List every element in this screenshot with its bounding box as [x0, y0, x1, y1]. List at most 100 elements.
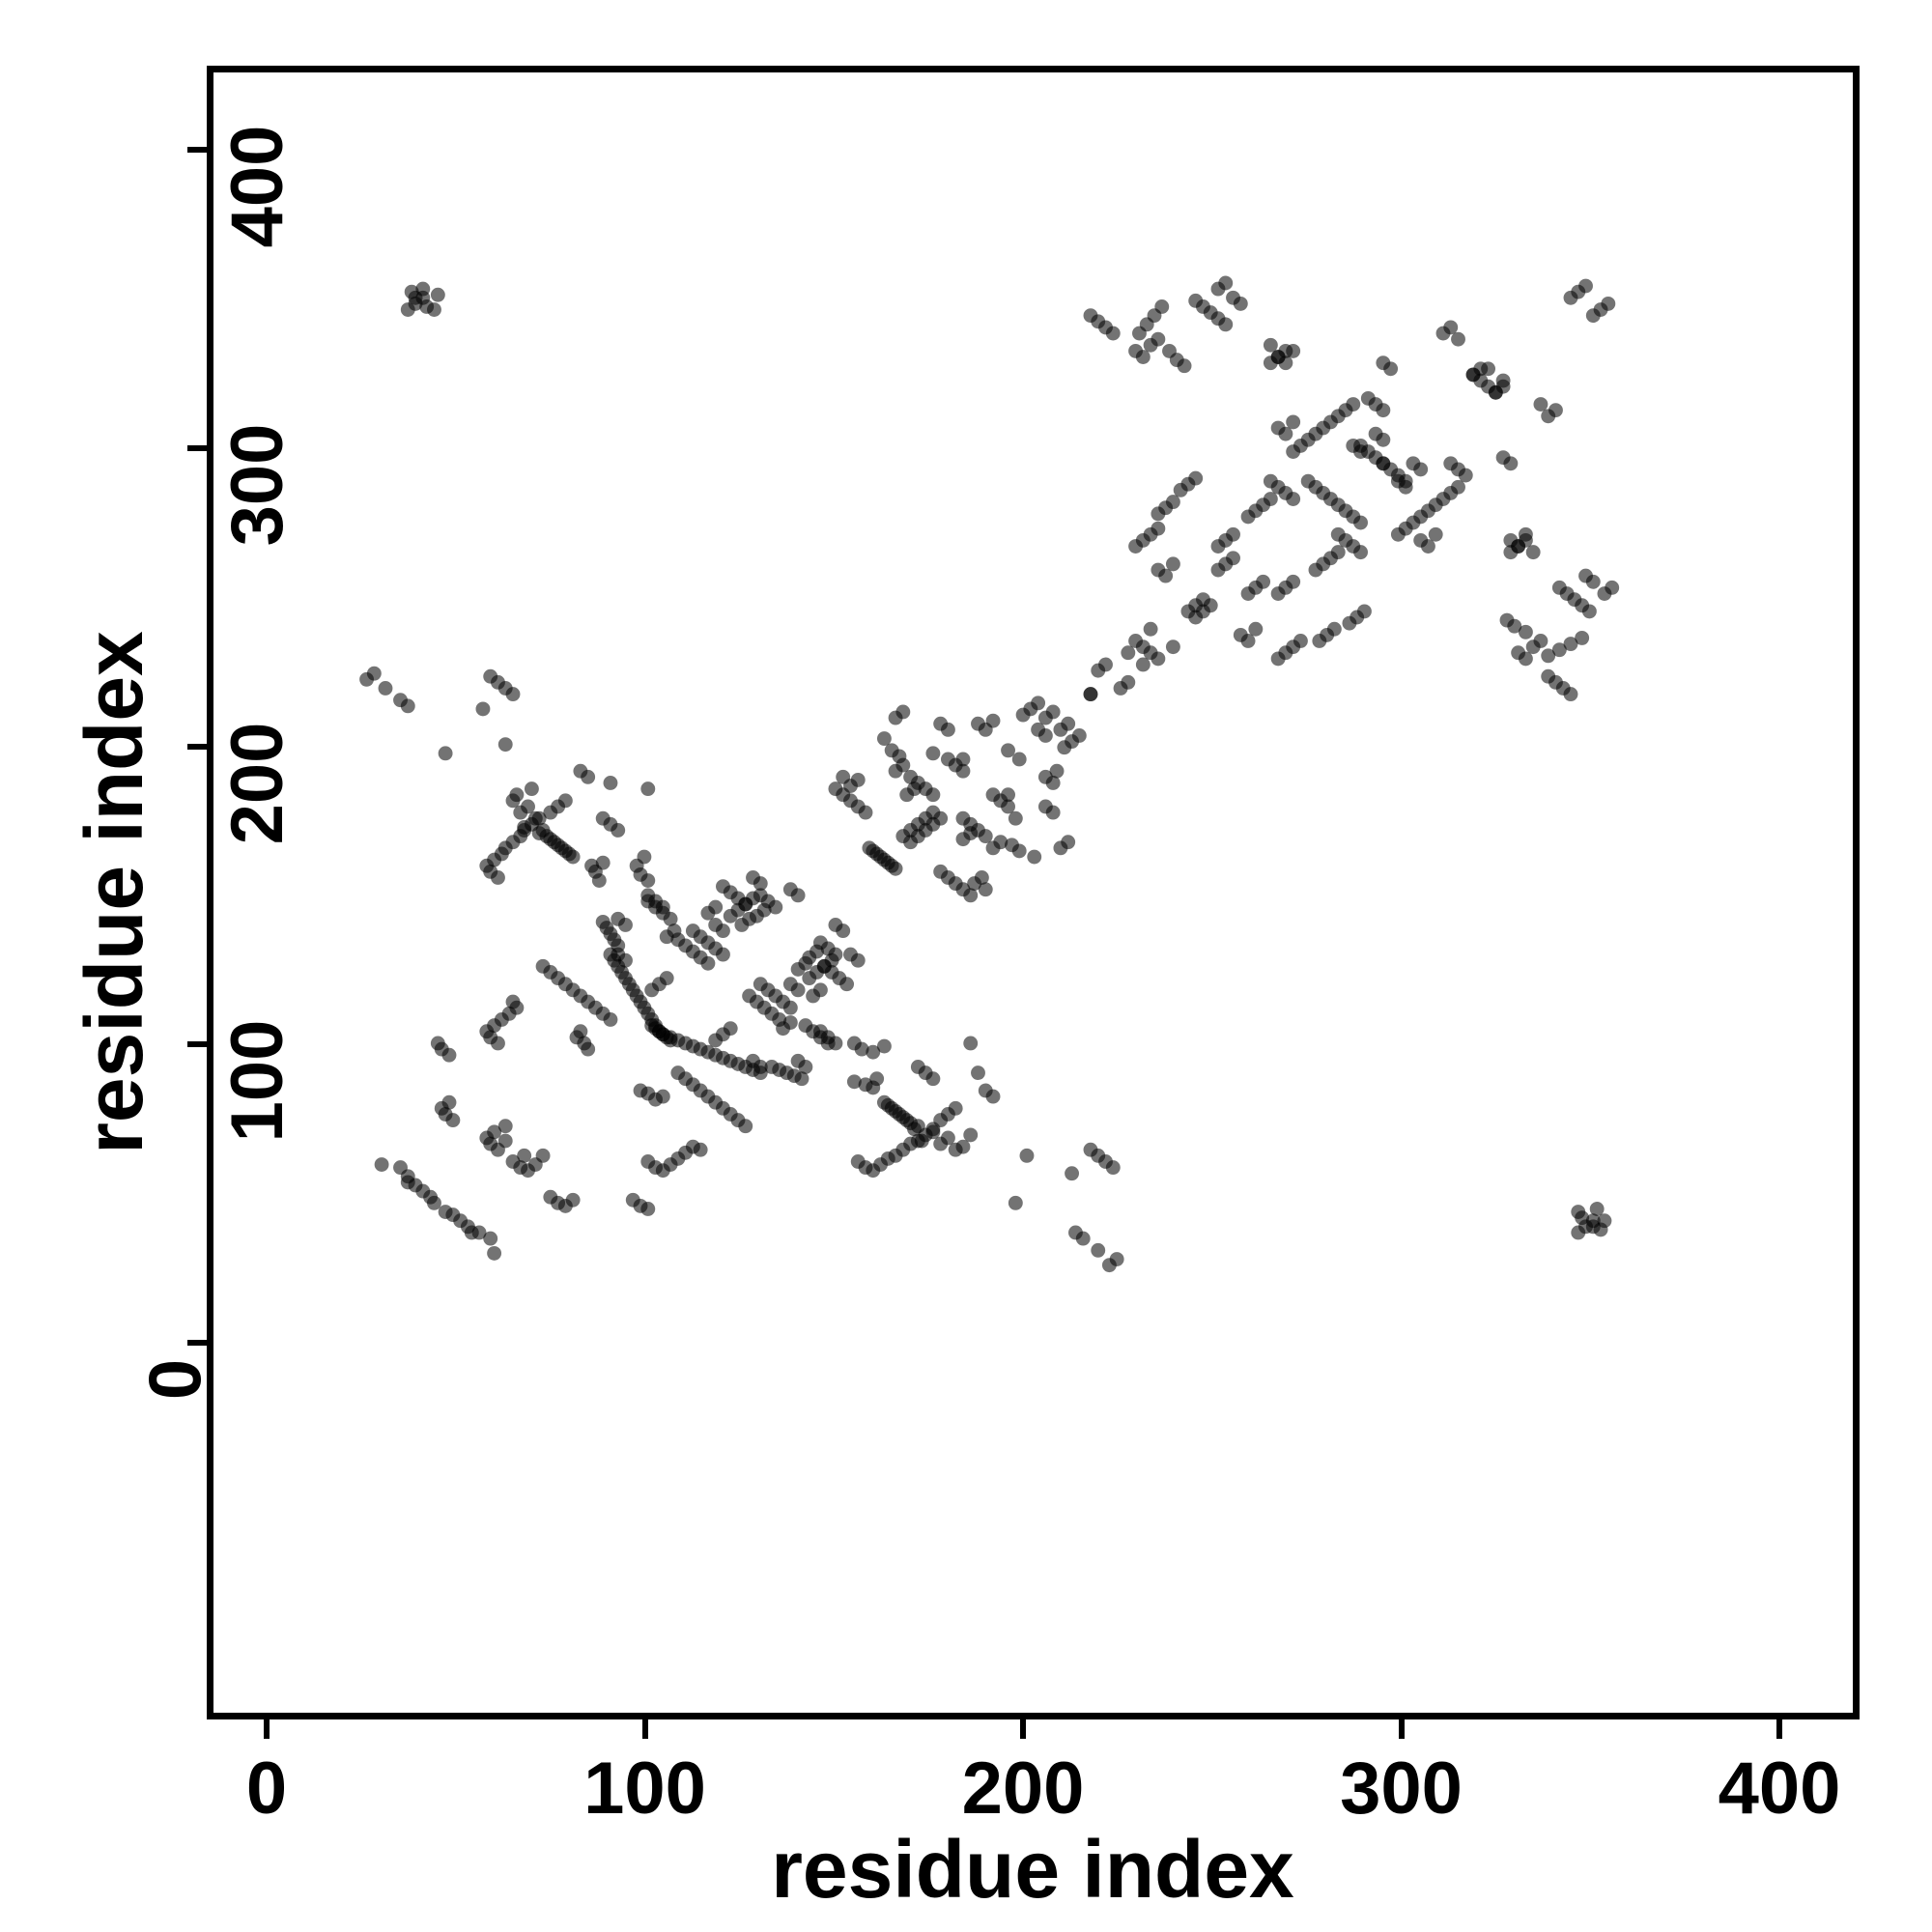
scatter-point — [400, 1175, 415, 1190]
x-tick-label-300: 300 — [1340, 1747, 1463, 1830]
scatter-point — [640, 1202, 656, 1216]
scatter-point — [756, 902, 772, 918]
scatter-point — [1019, 1148, 1035, 1163]
scatter-point — [963, 1127, 979, 1143]
scatter-point — [1248, 621, 1264, 637]
scatter-point — [415, 290, 431, 305]
scatter-point — [611, 823, 626, 838]
scatter-point — [1154, 299, 1170, 314]
scatter-point — [1541, 648, 1556, 664]
y-tick-label-100: 100 — [215, 1019, 298, 1143]
scatter-point — [836, 923, 851, 939]
scatter-point — [655, 1089, 670, 1104]
scatter-point — [843, 793, 858, 809]
scatter-point — [1533, 397, 1548, 412]
scatter-point — [850, 952, 866, 968]
scatter-point — [509, 787, 525, 803]
scatter-point — [1011, 752, 1027, 767]
scatter-point — [595, 855, 611, 870]
scatter-point — [475, 701, 491, 717]
y-tick-label-200: 200 — [215, 722, 298, 844]
scatter-point — [1083, 687, 1098, 702]
scatter-point — [663, 911, 678, 926]
scatter-point — [1330, 545, 1346, 560]
scatter-point — [535, 1148, 551, 1163]
scatter-point — [427, 302, 441, 317]
scatter-point — [1383, 361, 1399, 377]
scatter-point — [374, 1157, 389, 1172]
y-tick-label-300: 300 — [215, 423, 298, 547]
scatter-point — [378, 681, 393, 696]
scatter-point — [441, 1094, 457, 1110]
scatter-point — [1240, 634, 1256, 648]
scatter-point — [637, 849, 652, 865]
scatter-point — [1196, 592, 1210, 608]
x-tick-300 — [1398, 1719, 1405, 1739]
scatter-point — [1027, 849, 1042, 865]
scatter-point — [1128, 343, 1144, 358]
scatter-point — [812, 982, 828, 998]
scatter-point — [1376, 456, 1391, 471]
scatter-point — [723, 1021, 738, 1037]
scatter-point — [1263, 473, 1278, 489]
scatter-point — [1443, 456, 1459, 471]
scatter-point — [1037, 710, 1053, 725]
scatter-point — [1165, 639, 1180, 655]
scatter-point — [565, 849, 581, 865]
scatter-point — [1071, 728, 1087, 743]
scatter-point — [640, 888, 656, 903]
plot-frame — [207, 66, 1860, 1719]
x-tick-label-200: 200 — [961, 1747, 1085, 1830]
scatter-point — [876, 731, 892, 746]
scatter-point — [1121, 674, 1136, 690]
scatter-point — [464, 1225, 479, 1240]
scatter-point — [925, 787, 941, 803]
scatter-point — [1008, 1195, 1023, 1210]
scatter-point — [573, 763, 588, 779]
scatter-canvas — [359, 275, 1620, 1273]
scatter-point — [521, 799, 535, 814]
y-tick-300 — [187, 444, 207, 451]
scatter-point — [854, 1041, 869, 1057]
scatter-point — [1286, 574, 1301, 589]
scatter-point — [1589, 1202, 1605, 1216]
scatter-point — [1525, 545, 1541, 560]
scatter-point — [404, 284, 419, 299]
scatter-point — [782, 1015, 798, 1030]
scatter-point — [438, 746, 453, 761]
scatter-point — [393, 1160, 408, 1176]
scatter-point — [963, 826, 979, 840]
scatter-point — [1605, 580, 1620, 595]
scatter-point — [1031, 722, 1046, 737]
scatter-point — [993, 835, 1009, 850]
scatter-point — [810, 944, 824, 959]
scatter-point — [974, 870, 989, 885]
scatter-point — [366, 666, 382, 681]
scatter-point — [1353, 545, 1368, 560]
scatter-point — [644, 1018, 660, 1034]
scatter-point — [1330, 497, 1346, 513]
scatter-point — [1518, 526, 1533, 542]
x-tick-label-0: 0 — [245, 1747, 288, 1830]
scatter-point — [1061, 835, 1076, 850]
scatter-point — [633, 1083, 648, 1098]
scatter-point — [1357, 604, 1372, 619]
scatter-point — [836, 769, 851, 784]
scatter-point — [978, 882, 993, 897]
scatter-point — [782, 1000, 798, 1015]
x-tick-400 — [1776, 1719, 1782, 1739]
scatter-point — [640, 781, 656, 797]
scatter-point — [895, 704, 911, 720]
scatter-point — [1263, 492, 1278, 506]
scatter-point — [839, 977, 855, 992]
scatter-point — [948, 1100, 963, 1116]
scatter-point — [1001, 743, 1015, 758]
scatter-point — [895, 757, 911, 773]
scatter-point — [910, 1060, 925, 1074]
scatter-point — [581, 1041, 596, 1057]
scatter-point — [1031, 696, 1046, 711]
scatter-point — [1443, 320, 1459, 335]
scatter-point — [517, 1148, 532, 1163]
scatter-point — [693, 1142, 708, 1157]
y-tick-100 — [187, 1041, 207, 1048]
